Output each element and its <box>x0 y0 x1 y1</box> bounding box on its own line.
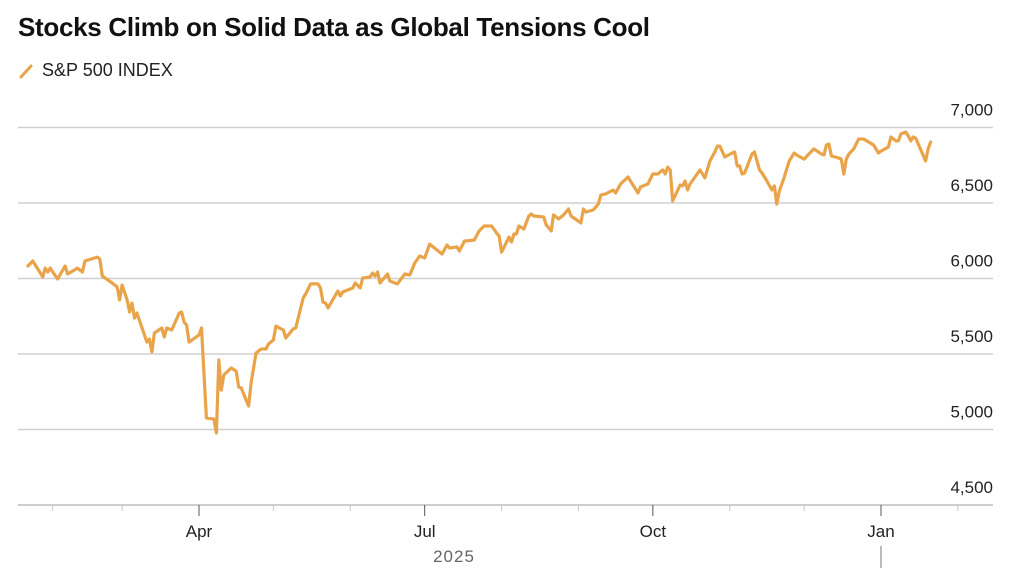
x-tick-label: Jul <box>414 522 436 541</box>
chart-title: Stocks Climb on Solid Data as Global Ten… <box>18 12 650 42</box>
legend-line-icon <box>19 64 33 78</box>
y-tick-label: 7,000 <box>950 101 993 120</box>
legend: S&P 500 INDEX <box>18 60 173 81</box>
series-line-sp500 <box>26 130 933 435</box>
y-tick-label: 6,000 <box>950 252 993 271</box>
x-tick-label: Oct <box>640 522 667 541</box>
y-tick-label: 4,500 <box>950 478 993 497</box>
y-tick-label: 5,000 <box>950 403 993 422</box>
y-tick-label: 5,500 <box>950 327 993 346</box>
year-label: 2025 <box>433 547 475 566</box>
legend-label: S&P 500 INDEX <box>42 60 173 80</box>
x-tick-label: Jan <box>867 522 894 541</box>
x-tick-label: Apr <box>186 522 213 541</box>
y-tick-label: 6,500 <box>950 176 993 195</box>
